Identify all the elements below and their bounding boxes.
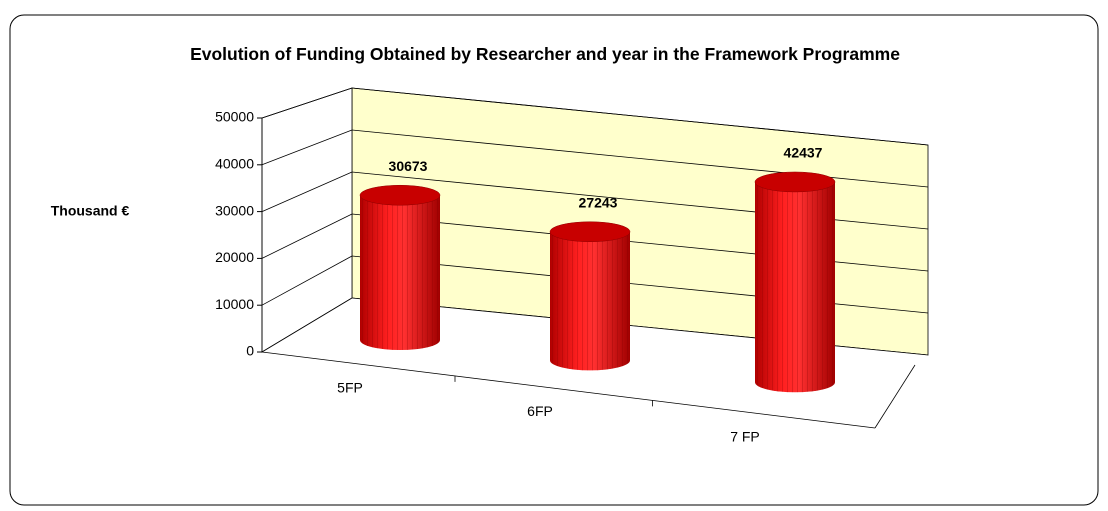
grid-line (351, 129, 929, 188)
y-tick-label: 30000 (215, 202, 254, 218)
y-tick-label: 50000 (215, 109, 254, 125)
floor-edge (261, 351, 876, 429)
data-label: 27243 (579, 194, 618, 210)
grid-line (351, 87, 929, 146)
x-tick-label: 7 FP (730, 429, 760, 445)
grid-line (261, 129, 353, 166)
data-label: 30673 (389, 158, 428, 174)
chart-title: Evolution of Funding Obtained by Researc… (190, 44, 900, 64)
grid-line (261, 171, 353, 212)
grid-line (261, 255, 353, 306)
grid-line (261, 87, 353, 119)
x-tick-label: 5FP (337, 380, 363, 396)
bar-part (360, 195, 440, 350)
data-label: 42437 (784, 145, 823, 161)
bar (359, 184, 441, 350)
bar-part (755, 181, 835, 393)
bar-part (550, 231, 630, 371)
y-tick-label: 10000 (215, 296, 254, 312)
grid-line (261, 297, 353, 353)
bar-part (754, 171, 836, 193)
y-tick-label: 0 (246, 343, 254, 359)
floor-edge (874, 364, 916, 429)
bar (549, 221, 631, 371)
y-tick-label: 20000 (215, 249, 254, 265)
y-tick-label: 40000 (215, 156, 254, 172)
grid-line (261, 213, 353, 259)
bar (754, 171, 836, 393)
y-axis-title: Thousand € (51, 203, 130, 219)
bar-part (359, 184, 441, 206)
x-tick-label: 6FP (527, 403, 553, 419)
bar-part (549, 221, 631, 242)
